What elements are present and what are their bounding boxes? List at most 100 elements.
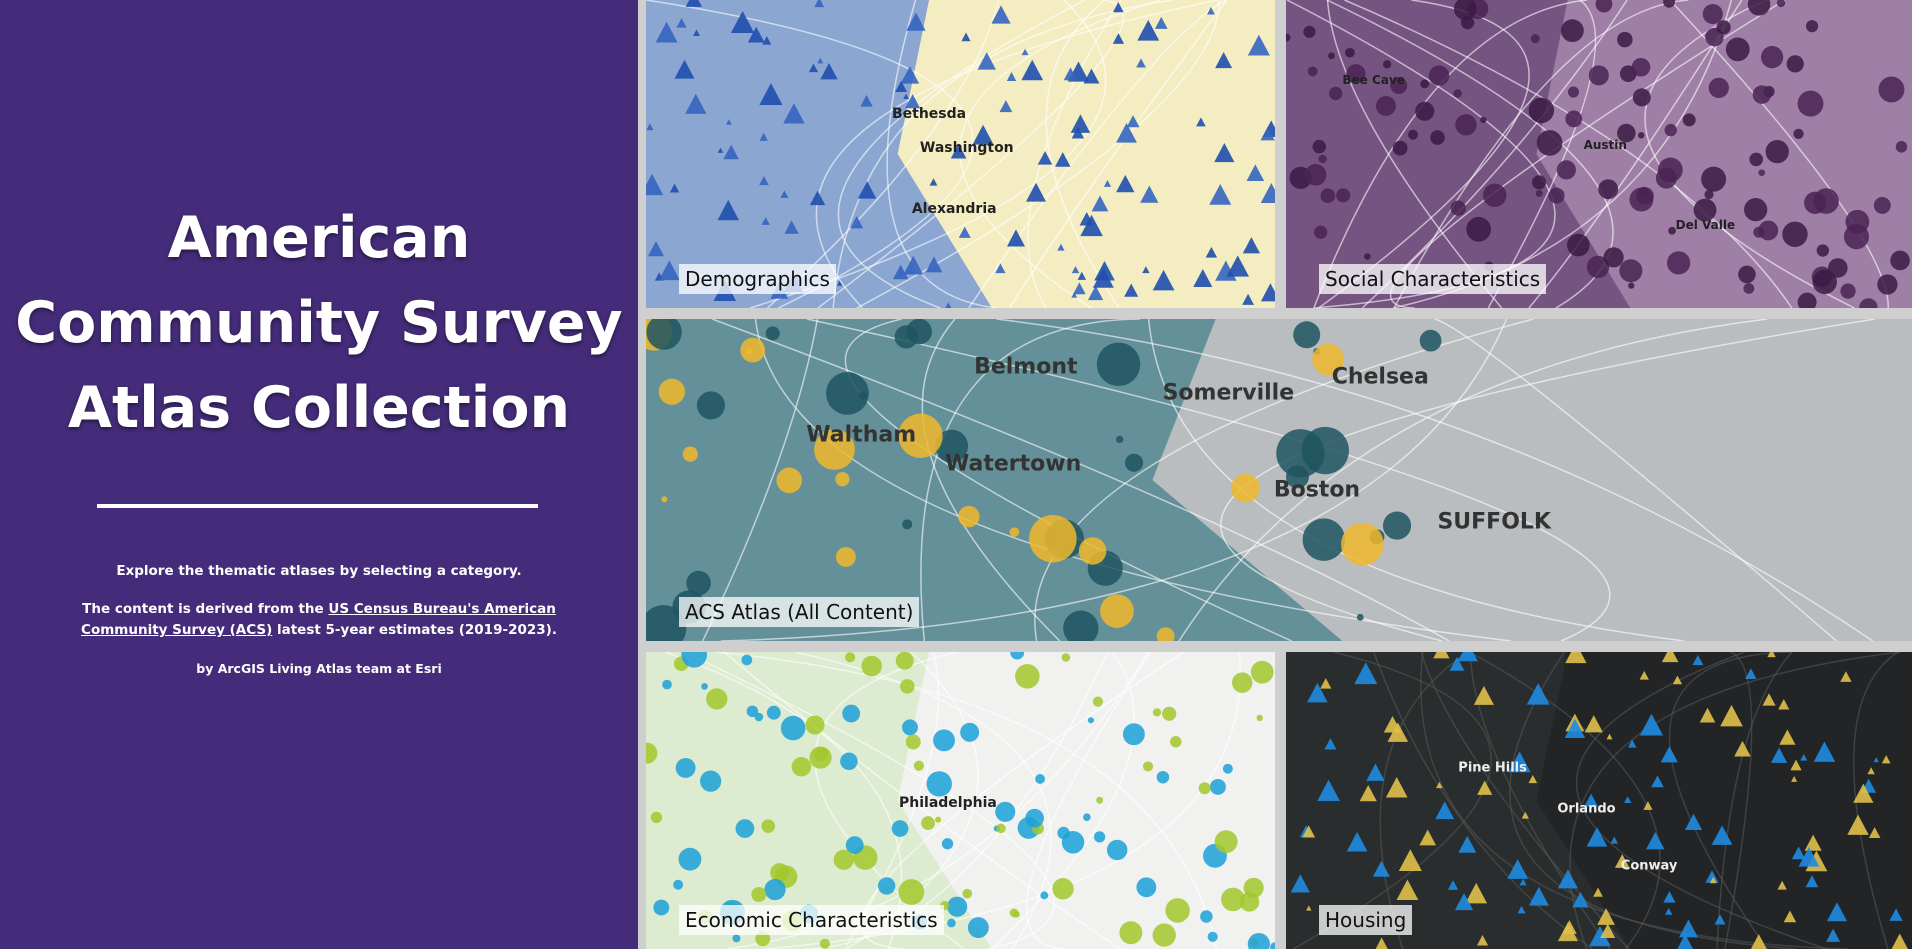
map-symbol — [1664, 123, 1677, 137]
map-symbol — [1126, 115, 1140, 128]
place-label: Belmont — [974, 354, 1078, 380]
map-symbol — [1779, 729, 1796, 745]
map-symbol — [935, 429, 969, 463]
road — [749, 0, 1107, 308]
road — [1668, 652, 1792, 949]
place-label: Del Valle — [1675, 217, 1736, 232]
map-symbol — [1565, 110, 1583, 128]
map-symbol — [1660, 746, 1678, 763]
map-symbol — [1385, 776, 1408, 798]
map-symbol — [1207, 931, 1218, 942]
road — [832, 0, 1173, 308]
map-symbol — [1312, 139, 1327, 154]
map-symbol — [1364, 253, 1371, 260]
map-symbol — [1116, 174, 1135, 193]
map-symbol — [1557, 869, 1578, 889]
map-symbol — [1597, 908, 1615, 925]
map-symbol — [755, 931, 771, 947]
map-symbol — [1071, 292, 1078, 298]
map-symbol — [1320, 678, 1332, 689]
map-symbol — [1083, 813, 1091, 822]
place-label: Pine Hills — [1458, 760, 1527, 776]
map-symbol — [1567, 233, 1590, 257]
atlas-tile[interactable]: Boston Somerville Waltham Watertown Belmont C… — [646, 319, 1912, 641]
map-symbol — [1100, 594, 1134, 628]
place-label: Orlando — [1557, 801, 1616, 817]
map-symbol — [813, 747, 828, 762]
map-symbol — [1057, 243, 1065, 251]
map-symbol — [1565, 652, 1587, 664]
map-symbol — [1758, 169, 1766, 177]
map-symbol — [1006, 229, 1025, 247]
road — [844, 319, 1293, 641]
map-symbol — [673, 879, 684, 890]
map-image — [1286, 0, 1910, 308]
map-symbol — [1665, 907, 1673, 915]
map-symbol — [647, 241, 665, 257]
map-symbol — [762, 36, 772, 45]
map-symbol — [780, 190, 789, 198]
map-symbol — [1765, 139, 1789, 164]
map-symbol — [860, 94, 873, 107]
map-symbol — [805, 715, 825, 735]
map-symbol — [1828, 258, 1848, 278]
source-link[interactable]: US Census Bureau's American Community Su… — [81, 601, 556, 638]
road — [646, 0, 974, 308]
map-symbol — [759, 132, 768, 141]
title-line: Atlas Collection — [67, 375, 571, 441]
road — [1344, 0, 1793, 308]
map-symbol — [1881, 755, 1891, 764]
map-symbol — [1536, 130, 1563, 156]
map-symbol — [658, 378, 685, 405]
map-symbol — [1346, 64, 1366, 84]
map-symbol — [1200, 910, 1213, 923]
atlas-tile[interactable]: Washington Alexandria Bethesda Demographics — [646, 0, 1275, 308]
map-symbol — [1806, 20, 1819, 33]
map-symbol — [894, 325, 918, 349]
atlas-tile[interactable]: Austin Del Valle Bee Cave Social Characteri… — [1286, 0, 1912, 308]
map-symbol — [784, 220, 799, 234]
map-symbol — [701, 683, 708, 690]
map-symbol — [735, 819, 755, 838]
road — [1045, 0, 1120, 308]
map-symbol — [1776, 0, 1786, 8]
map-symbol — [1359, 785, 1377, 802]
map-symbol — [700, 770, 722, 792]
map-symbol — [820, 63, 838, 80]
map-symbol — [646, 173, 664, 196]
map-symbol — [1293, 321, 1321, 349]
map-symbol — [1714, 914, 1726, 925]
map-symbol — [761, 819, 776, 833]
map-symbol — [1398, 849, 1422, 872]
atlas-tile[interactable]: Philadelphia Economic Characteristics — [646, 652, 1275, 949]
map-symbol — [1436, 781, 1443, 789]
place-label: Waltham — [806, 422, 917, 448]
tile-label: Economic Characteristics — [679, 905, 944, 935]
road — [1026, 652, 1152, 949]
map-symbol — [1584, 715, 1603, 733]
map-symbol — [1760, 46, 1784, 69]
map-symbol — [732, 934, 741, 943]
map-symbol — [991, 5, 1011, 24]
map-symbol — [1087, 285, 1104, 301]
atlas-tile[interactable]: Orlando Pine Hills Conway Housing — [1286, 652, 1912, 949]
map-symbol — [662, 679, 672, 690]
map-symbol — [895, 80, 908, 92]
map-symbol — [1767, 652, 1776, 658]
map-symbol — [1805, 875, 1819, 888]
map-symbol — [1143, 761, 1154, 772]
map-symbol — [1136, 58, 1146, 68]
map-symbol — [1738, 265, 1756, 284]
map-symbol — [1307, 682, 1328, 703]
map-symbol — [1430, 130, 1445, 145]
map-symbol — [1777, 880, 1787, 890]
road — [806, 319, 1611, 641]
map-symbol — [1632, 88, 1651, 107]
map-symbol — [1631, 57, 1651, 77]
map-symbol — [1744, 198, 1768, 222]
map-symbol — [1628, 282, 1635, 289]
map-symbol — [1702, 3, 1723, 25]
map-symbol — [1382, 511, 1412, 540]
map-symbol — [1453, 0, 1477, 21]
road — [1034, 319, 1534, 641]
